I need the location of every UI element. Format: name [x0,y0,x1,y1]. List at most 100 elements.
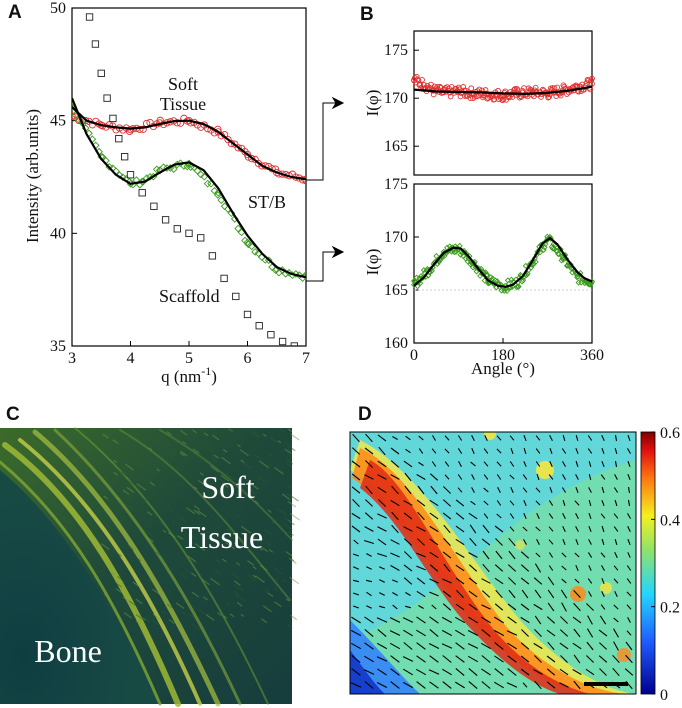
orientation-arrow [614,460,618,468]
texture-fiber [180,517,187,523]
orientation-arrow [351,512,361,520]
orientation-arrow [431,604,437,610]
bone-region [0,470,160,704]
data-point [499,97,506,104]
orientation-arrow [573,680,581,690]
panel-b-xlabel: Angle (°) [471,359,535,378]
orientation-arrow [470,461,476,467]
data-point [434,84,441,90]
fit-line [413,85,593,95]
orientation-arrow [390,474,400,480]
texture-fiber [100,543,110,550]
orientation-arrow [586,641,594,651]
texture-fiber [287,531,294,536]
data-point [146,172,154,181]
texture-fiber [155,551,163,558]
data-point [241,147,249,156]
orientation-arrow [444,435,450,441]
orientation-arrow [521,629,529,637]
orientation-arrow [546,681,556,689]
orientation-arrow [520,577,530,585]
orientation-arrow [429,655,439,663]
texture-fiber [221,456,231,465]
texture-fiber [221,558,227,563]
data-point [208,252,217,260]
orientation-arrow [353,592,359,596]
texture-fiber [153,436,163,444]
orientation-arrow [366,591,372,597]
orientation-arrow [442,590,452,598]
orientation-arrow [572,642,582,650]
orientation-arrow [521,589,529,599]
orientation-arrow [404,485,412,495]
texture-fiber [121,471,127,476]
orientation-arrow [533,642,543,650]
orientation-arrow [574,552,580,558]
texture-fiber [187,555,197,563]
orientation-arrow [494,525,504,533]
orientation-arrow [457,448,463,454]
orientation-arrow [483,487,489,493]
texture-fiber [254,453,261,459]
orientation-arrow [627,552,631,558]
orientation-arrow [523,434,527,442]
texture-fiber [201,579,211,586]
label-bone: Bone [34,633,102,669]
texture-fiber [175,602,185,609]
ytick-label: 175 [384,176,408,193]
orientation-arrow [575,526,579,532]
texture-fiber [117,576,126,583]
orientation-arrow [442,655,452,663]
orientation-arrow [364,655,374,663]
texture-fiber [199,472,204,476]
ytick-label: 35 [50,338,66,355]
orientation-arrow [598,629,608,637]
texture-fiber [278,427,286,434]
orientation-arrow [455,642,465,650]
orientation-arrow [455,655,465,663]
orientation-arrow [600,474,606,480]
texture-fiber [223,615,228,619]
orientation-arrow [509,500,515,506]
data-point [302,270,306,279]
texture-fiber [127,543,136,550]
data-point [538,94,544,100]
texture-fiber [161,610,166,615]
orientation-arrow [548,500,554,506]
texture-fiber [116,496,121,501]
texture-fiber [259,564,268,572]
orientation-arrow [523,447,527,455]
orientation-arrow [627,499,631,507]
orientation-arrow [467,630,479,636]
orientation-arrow [614,591,618,597]
data-point [447,93,454,100]
orientation-arrow [627,513,631,519]
orientation-arrow [494,564,504,572]
orientation-arrow [494,603,504,611]
orientation-arrow [559,682,569,688]
orientation-arrow [377,460,387,468]
heatmap-field [350,432,636,694]
texture-fiber [145,536,155,543]
orientation-arrow [626,565,632,571]
connector-soft-tissue [306,102,343,181]
texture-fiber [281,493,291,500]
orientation-arrow [482,563,490,573]
texture-fiber [164,448,174,455]
orientation-arrow [444,461,450,467]
data-point [529,91,535,98]
texture-fiber [147,524,152,528]
texture-fiber [221,482,229,488]
data-point [248,154,256,163]
texture-fiber [216,612,222,616]
orientation-arrow [455,667,465,677]
texture-fiber [191,623,202,631]
texture-fiber [103,495,108,500]
texture-fiber [216,559,221,564]
orientation-arrow [416,577,426,585]
orientation-arrow [416,629,426,637]
orientation-arrow [506,682,518,688]
data-point [302,177,306,185]
data-point [243,238,252,247]
texture-fiber [222,448,228,453]
